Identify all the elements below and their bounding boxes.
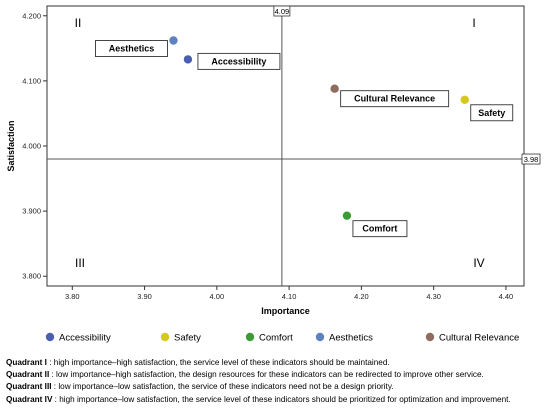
point-label: Comfort — [362, 224, 397, 234]
legend-label: Comfort — [259, 333, 293, 344]
reference-label-y-box — [521, 153, 541, 165]
note-quadrant-2: Quadrant II : low importance–high satisf… — [6, 370, 484, 380]
data-point — [330, 84, 339, 93]
legend-marker — [315, 332, 325, 342]
note-quadrant-3: Quadrant III : low importance–low satisf… — [6, 382, 394, 392]
x-axis-label: Importance — [261, 306, 310, 316]
note-quadrant-1: Quadrant I : high importance–high satisf… — [6, 358, 390, 367]
y-tick-label: 4.000 — [22, 142, 41, 151]
legend-marker — [425, 332, 435, 342]
x-tick-label: 4.10 — [282, 292, 297, 301]
x-tick-label: 4.00 — [210, 292, 225, 301]
legend-label: Accessibility — [59, 333, 111, 344]
legend-marker — [245, 332, 255, 342]
y-tick-label: 4.200 — [22, 11, 41, 20]
point-label: Aesthetics — [109, 44, 155, 54]
quadrant-label-4: IV — [473, 256, 484, 270]
quadrant-notes: Quadrant I : high importance–high satisf… — [6, 357, 548, 406]
x-tick-label: 3.90 — [137, 292, 152, 301]
reference-label-x: 4.09 — [275, 7, 290, 16]
data-point — [169, 36, 178, 45]
ipa-scatter-chart: 3.80 3.90 4.00 4.10 4.20 4.30 4.40 3.800 3.900 4.… — [6, 5, 541, 344]
legend-marker — [45, 332, 55, 342]
reference-label-y: 3.98 — [524, 155, 539, 164]
x-tick-label: 3.80 — [65, 292, 80, 301]
legend-label: Safety — [174, 333, 201, 344]
point-label-box — [470, 104, 514, 122]
legend-label: Cultural Relevance — [439, 333, 519, 344]
legend-label: Aesthetics — [329, 333, 373, 344]
legend-marker — [160, 332, 170, 342]
x-tick-label: 4.20 — [354, 292, 369, 301]
data-point — [342, 211, 352, 220]
data-point — [183, 55, 193, 64]
y-tick-label: 3.900 — [22, 207, 41, 216]
point-label-box — [340, 90, 450, 108]
quadrant-label-3: III — [75, 256, 85, 270]
point-label-box — [197, 52, 281, 70]
x-tick-label: 4.30 — [426, 292, 441, 301]
y-tick-label: 3.800 — [22, 272, 41, 281]
quadrant-label-1: I — [472, 16, 475, 30]
quadrant-label-2: II — [75, 16, 82, 30]
reference-label-x-box — [273, 5, 291, 17]
data-point — [460, 95, 469, 104]
y-tick-label: 4.100 — [22, 76, 41, 85]
x-tick-label: 4.40 — [499, 292, 514, 301]
point-label: Cultural Relevance — [354, 94, 435, 104]
point-label-box — [352, 220, 408, 238]
note-quadrant-4: Quadrant IV : high importance–low satisf… — [6, 394, 511, 404]
point-label-box — [95, 40, 168, 57]
point-label: Accessibility — [211, 56, 266, 66]
y-axis-label: Satisfaction — [6, 120, 16, 171]
point-label: Safety — [478, 108, 505, 118]
